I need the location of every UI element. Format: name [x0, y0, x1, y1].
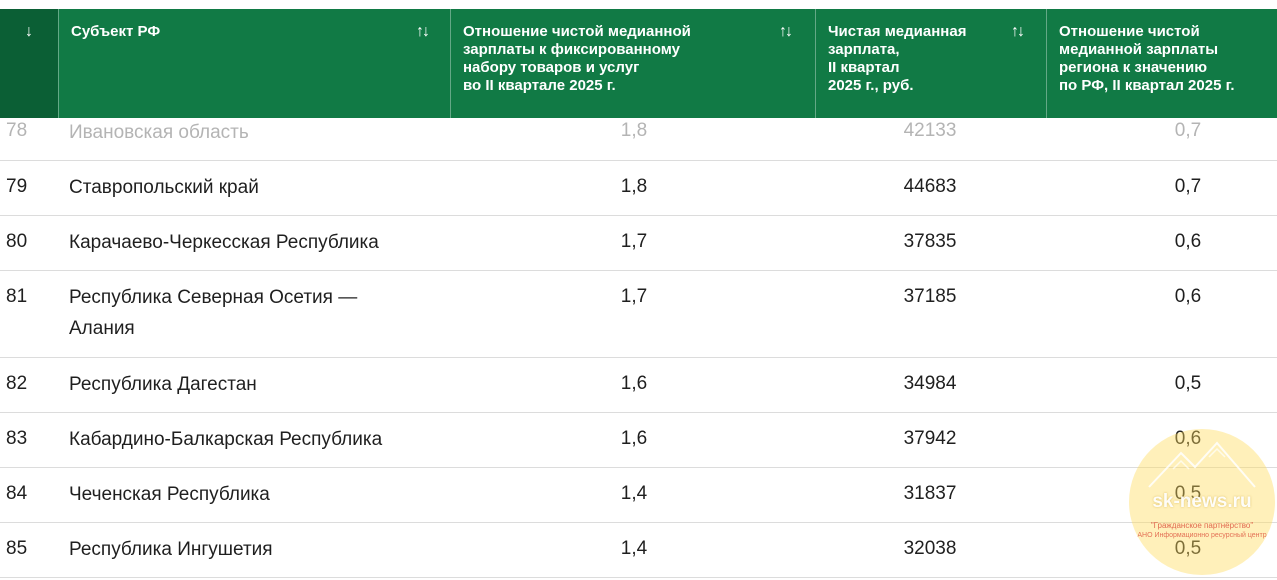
- table-row: 83 Кабардино-Балкарская Республика 1,6 3…: [0, 413, 1277, 468]
- region-cell: Карачаево-Черкесская Республика: [69, 232, 379, 253]
- watermark-site-text: sk-news.ru: [1152, 491, 1252, 512]
- basket-ratio-cell: 1,4: [620, 538, 648, 559]
- table-header: ↓ Субъект РФ ↑↓ Отношение чистой медианн…: [0, 9, 1277, 118]
- rf-ratio-cell: 0,7: [1174, 120, 1202, 141]
- mountain-icon: [1148, 441, 1256, 488]
- rank-cell: 83: [6, 428, 28, 449]
- arrow-down-icon[interactable]: ↓: [25, 23, 33, 40]
- rank-cell: 78: [6, 120, 28, 141]
- basket-ratio-cell: 1,8: [620, 176, 648, 197]
- region-cell: Ивановская область: [69, 122, 249, 143]
- salary-cell: 34984: [903, 373, 957, 394]
- sort-up-down-icon[interactable]: ↑↓: [779, 23, 793, 40]
- salary-cell: 37835: [903, 231, 957, 252]
- rating-table: ↓ Субъект РФ ↑↓ Отношение чистой медианн…: [0, 9, 1277, 578]
- basket-ratio-cell: 1,7: [620, 286, 648, 307]
- rf-ratio-cell: 0,5: [1174, 483, 1202, 504]
- watermark-logo: sk-news.ru "Гражданское партнёрство" АНО…: [1129, 429, 1275, 575]
- rank-cell: 84: [6, 483, 28, 504]
- basket-ratio-cell: 1,7: [620, 231, 648, 252]
- basket-ratio-column-header[interactable]: Отношение чистой медианной зарплаты к фи…: [450, 9, 815, 118]
- rf-ratio-column-header[interactable]: Отношение чистой медианной зарплаты реги…: [1046, 9, 1277, 118]
- sort-up-down-icon[interactable]: ↑↓: [1011, 23, 1025, 40]
- region-cell: Кабардино-Балкарская Республика: [69, 429, 383, 450]
- table-row: 82 Республика Дагестан 1,6 34984 0,5: [0, 358, 1277, 413]
- rf-ratio-cell: 0,7: [1174, 176, 1202, 197]
- salary-cell: 37185: [903, 286, 957, 307]
- salary-cell: 32038: [903, 538, 957, 559]
- watermark-org-text: "Гражданское партнёрство": [1150, 521, 1254, 530]
- salary-column-header[interactable]: Чистая медианная зарплата, II квартал 20…: [815, 9, 1046, 118]
- rf-ratio-cell: 0,6: [1174, 231, 1202, 252]
- basket-ratio-cell: 1,6: [620, 373, 648, 394]
- rank-column-header[interactable]: ↓: [0, 9, 58, 118]
- rank-cell: 79: [6, 176, 28, 197]
- rf-ratio-cell: 0,5: [1174, 373, 1202, 394]
- sort-up-down-icon[interactable]: ↑↓: [416, 23, 430, 40]
- watermark-org-subtext: АНО Информационно ресурсный центр: [1137, 532, 1267, 539]
- salary-cell: 44683: [903, 176, 957, 197]
- table-row: 78 Ивановская область 1,8 42133 0,7: [0, 118, 1277, 161]
- rf-ratio-cell: 0,6: [1174, 428, 1202, 449]
- region-cell: Республика Ингушетия: [69, 539, 273, 560]
- column-header-label: Чистая медианная зарплата, II квартал 20…: [828, 23, 967, 94]
- rank-cell: 80: [6, 231, 28, 252]
- column-header-label: Отношение чистой медианной зарплаты реги…: [1059, 23, 1235, 94]
- rank-cell: 82: [6, 373, 28, 394]
- table-row: 80 Карачаево-Черкесская Республика 1,7 3…: [0, 216, 1277, 271]
- region-column-header[interactable]: Субъект РФ ↑↓: [58, 9, 450, 118]
- column-header-label: Субъект РФ: [71, 23, 161, 40]
- region-cell: Ставропольский край: [69, 177, 259, 198]
- table-row: 81 Республика Северная Осетия — Алания 1…: [0, 271, 1277, 358]
- region-cell: Чеченская Республика: [69, 484, 270, 505]
- rank-cell: 85: [6, 538, 28, 559]
- table-row: 85 Республика Ингушетия 1,4 32038 0,5: [0, 523, 1277, 578]
- basket-ratio-cell: 1,6: [620, 428, 648, 449]
- region-cell: Республика Северная Осетия — Алания: [69, 287, 358, 339]
- basket-ratio-cell: 1,8: [620, 120, 648, 141]
- region-cell: Республика Дагестан: [69, 374, 257, 395]
- table-row: 84 Чеченская Республика 1,4 31837 0,5: [0, 468, 1277, 523]
- rf-ratio-cell: 0,5: [1174, 538, 1202, 559]
- rank-cell: 81: [6, 286, 28, 307]
- rf-ratio-cell: 0,6: [1174, 286, 1202, 307]
- table-row: 79 Ставропольский край 1,8 44683 0,7: [0, 161, 1277, 216]
- column-header-label: Отношение чистой медианной зарплаты к фи…: [463, 23, 691, 94]
- basket-ratio-cell: 1,4: [620, 483, 648, 504]
- salary-cell: 42133: [903, 120, 957, 141]
- salary-cell: 31837: [903, 483, 957, 504]
- salary-cell: 37942: [903, 428, 957, 449]
